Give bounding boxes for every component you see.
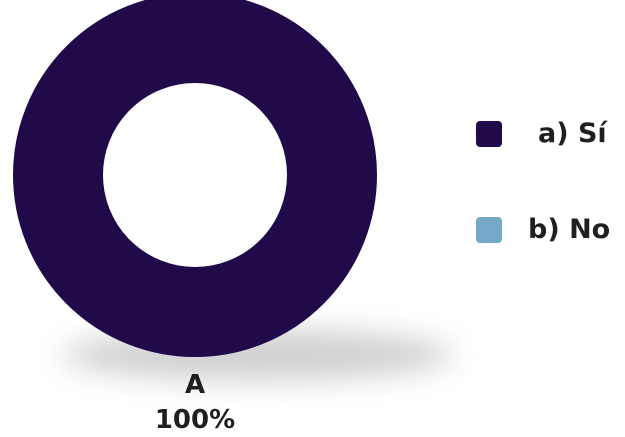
legend-label-si: a) Sí xyxy=(538,118,607,149)
legend-swatch-si xyxy=(476,121,502,147)
slice-label-percent: 100% xyxy=(154,405,236,435)
donut-slice-a xyxy=(13,0,377,357)
donut-slices xyxy=(13,0,377,357)
legend-item-si: a) Sí xyxy=(476,117,625,153)
legend-label-no: b) No xyxy=(528,214,611,245)
legend-swatch-no xyxy=(476,217,502,243)
legend-item-no: b) No xyxy=(476,213,625,249)
slice-label-category: A xyxy=(184,370,206,400)
